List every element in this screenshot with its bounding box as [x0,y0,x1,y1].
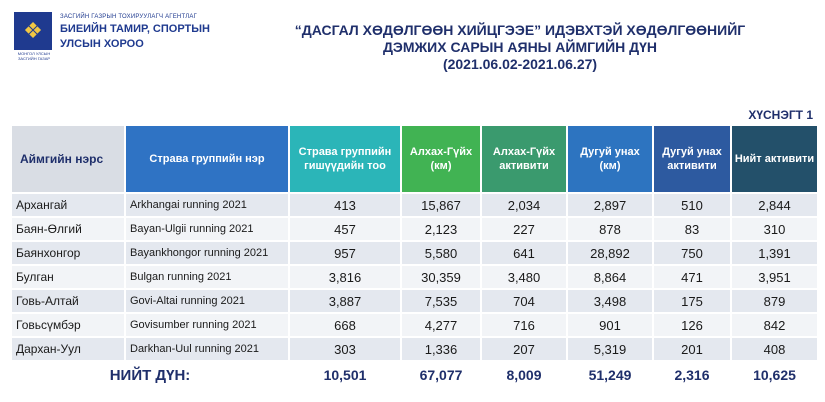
cell-bike-km: 28,892 [568,242,652,264]
cell-members: 303 [290,338,400,360]
table-row: Говьсүмбэр Govisumber running 2021 668 4… [12,314,817,336]
cell-total: 408 [732,338,817,360]
title-line-2: ДЭМЖИХ САРЫН АЯНЫ АЙМГИЙН ДҮН [382,39,658,55]
cell-bike-activity: 471 [654,266,730,288]
cell-members: 457 [290,218,400,240]
cell-members: 413 [290,194,400,216]
cell-bike-km: 8,864 [568,266,652,288]
cell-aimag: Дархан-Уул [12,338,124,360]
cell-total: 842 [732,314,817,336]
cell-group: Darkhan-Uul running 2021 [126,338,288,360]
col-header-bike-activity: Дугуй унах активити [654,126,730,192]
cell-members: 3,887 [290,290,400,312]
col-header-bike-km: Дугуй унах (км) [568,126,652,192]
total-members: 10,501 [290,362,400,388]
table-label: ХҮСНЭГТ 1 [748,108,813,122]
logo-caption: МОНГОЛ УЛСЫН ЗАСГИЙН ГАЗАР [17,51,51,61]
title-line-1: “ДАСГАЛ ХӨДӨЛГӨӨН ХИЙЦГЭЭЕ” ИДЭВХТЭЙ ХӨД… [294,22,746,38]
org-agency-label: ЗАСГИЙН ГАЗРЫН ТОХИРУУЛАГЧ АГЕНТЛАГ [60,14,197,20]
col-header-group: Страва группийн нэр [126,126,288,192]
cell-walk-km: 15,867 [402,194,480,216]
cell-total: 310 [732,218,817,240]
cell-aimag: Баян-Өлгий [12,218,124,240]
cell-walk-km: 5,580 [402,242,480,264]
total-total-activity: 10,625 [732,362,817,388]
cell-walk-activity: 716 [482,314,566,336]
cell-aimag: Архангай [12,194,124,216]
cell-bike-activity: 83 [654,218,730,240]
cell-walk-activity: 3,480 [482,266,566,288]
cell-group: Govisumber running 2021 [126,314,288,336]
table-row: Баянхонгор Bayankhongor running 2021 957… [12,242,817,264]
cell-walk-activity: 227 [482,218,566,240]
org-name-line1: БИЕИЙН ТАМИР, СПОРТЫН [60,23,210,35]
cell-walk-activity: 2,034 [482,194,566,216]
results-table: Аймгийн нэрс Страва группийн нэр Страва … [10,124,819,390]
title-line-3: (2021.06.02-2021.06.27) [442,56,598,72]
cell-bike-km: 2,897 [568,194,652,216]
cell-total: 2,844 [732,194,817,216]
cell-walk-km: 2,123 [402,218,480,240]
table-row: Говь-Алтай Govi-Altai running 2021 3,887… [12,290,817,312]
cell-group: Bulgan running 2021 [126,266,288,288]
total-bike-activity: 2,316 [654,362,730,388]
cell-bike-km: 878 [568,218,652,240]
cell-group: Bayan-Ulgii running 2021 [126,218,288,240]
col-header-aimag: Аймгийн нэрс [12,126,124,192]
cell-aimag: Баянхонгор [12,242,124,264]
cell-members: 957 [290,242,400,264]
cell-walk-km: 7,535 [402,290,480,312]
total-bike-km: 51,249 [568,362,652,388]
org-name-line2: УЛСЫН ХОРОО [60,38,144,50]
cell-group: Bayankhongor running 2021 [126,242,288,264]
cell-walk-activity: 641 [482,242,566,264]
col-header-walk-km: Алхах-Гүйх (км) [402,126,480,192]
cell-total: 1,391 [732,242,817,264]
table-header-row: Аймгийн нэрс Страва группийн нэр Страва … [12,126,817,192]
cell-bike-activity: 750 [654,242,730,264]
cell-walk-km: 1,336 [402,338,480,360]
totals-row: НИЙТ ДҮН: 10,501 67,077 8,009 51,249 2,3… [12,362,817,388]
cell-walk-km: 30,359 [402,266,480,288]
organization-block: ЗАСГИЙН ГАЗРЫН ТОХИРУУЛАГЧ АГЕНТЛАГ БИЕИ… [60,14,210,50]
cell-bike-activity: 126 [654,314,730,336]
total-walk-activity: 8,009 [482,362,566,388]
cell-group: Govi-Altai running 2021 [126,290,288,312]
cell-walk-km: 4,277 [402,314,480,336]
cell-bike-activity: 175 [654,290,730,312]
cell-group: Arkhangai running 2021 [126,194,288,216]
table-row: Баян-Өлгий Bayan-Ulgii running 2021 457 … [12,218,817,240]
col-header-total-activity: Нийт активити [732,126,817,192]
cell-bike-km: 3,498 [568,290,652,312]
totals-label: НИЙТ ДҮН: [12,362,288,388]
cell-bike-activity: 510 [654,194,730,216]
cell-members: 668 [290,314,400,336]
cell-members: 3,816 [290,266,400,288]
table-row: Архангай Arkhangai running 2021 413 15,8… [12,194,817,216]
cell-total: 3,951 [732,266,817,288]
col-header-walk-activity: Алхах-Гүйх активити [482,126,566,192]
col-header-members: Страва группийн гишүүдийн тоо [290,126,400,192]
cell-bike-km: 5,319 [568,338,652,360]
cell-bike-activity: 201 [654,338,730,360]
cell-total: 879 [732,290,817,312]
table-row: Булган Bulgan running 2021 3,816 30,359 … [12,266,817,288]
cell-aimag: Говь-Алтай [12,290,124,312]
table-row: Дархан-Уул Darkhan-Uul running 2021 303 … [12,338,817,360]
soyombo-emblem-icon: ❖ [14,12,52,50]
total-walk-km: 67,077 [402,362,480,388]
cell-walk-activity: 207 [482,338,566,360]
cell-walk-activity: 704 [482,290,566,312]
report-title: “ДАСГАЛ ХӨДӨЛГӨӨН ХИЙЦГЭЭЕ” ИДЭВХТЭЙ ХӨД… [250,22,790,73]
cell-bike-km: 901 [568,314,652,336]
cell-aimag: Булган [12,266,124,288]
cell-aimag: Говьсүмбэр [12,314,124,336]
